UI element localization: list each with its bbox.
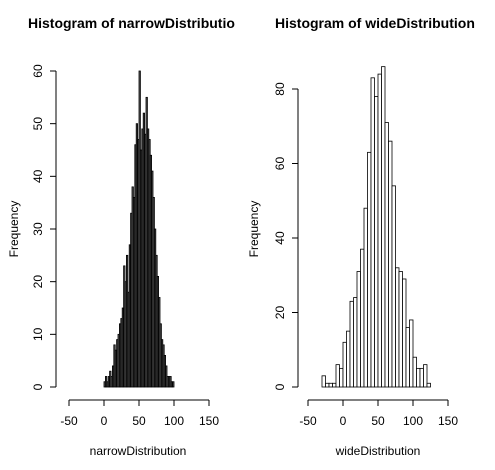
wide-y-axis-label: Frequency: [247, 201, 261, 258]
narrow-distribution-histogram: Histogram of narrowDistributio narrowDis…: [7, 15, 235, 458]
wide-x-tick-label: 50: [371, 414, 385, 428]
wide-x-axis-label: wideDistribution: [335, 444, 421, 458]
wide-x-tick-label: 150: [438, 414, 458, 428]
wide-histogram-bar: [391, 185, 396, 388]
wide-histogram-bar: [381, 66, 386, 388]
wide-histogram-bar: [402, 278, 407, 388]
wide-histogram-bar: [416, 367, 421, 388]
wide-x-tick-label: 0: [340, 414, 347, 428]
wide-histogram-bar: [377, 73, 382, 388]
wide-distribution-histogram: Histogram of wideDistribution wideDistri…: [247, 15, 475, 458]
wide-histogram-bar: [356, 271, 361, 388]
wide-histogram-bar: [370, 77, 375, 388]
narrow-x-tick-label: 0: [101, 414, 108, 428]
wide-y-tick-label: 20: [273, 306, 287, 320]
wide-x-tick-label: 100: [403, 414, 423, 428]
wide-histogram-bar: [388, 140, 393, 388]
wide-histogram-bar: [395, 267, 400, 388]
wide-histogram-bar: [412, 356, 417, 388]
wide-histogram-bar: [349, 300, 354, 388]
wide-histogram-bar: [342, 341, 347, 388]
wide-histogram-bar: [332, 382, 337, 388]
wide-histogram-bar: [398, 271, 403, 388]
narrow-y-tick-label: 40: [31, 169, 45, 183]
narrow-y-tick-label: 10: [31, 327, 45, 341]
wide-histogram-bar: [325, 382, 330, 388]
wide-histogram-bar: [321, 375, 326, 388]
wide-chart-title: Histogram of wideDistribution: [275, 15, 475, 31]
wide-histogram-bar: [419, 367, 424, 388]
wide-histogram-bar: [353, 297, 358, 388]
narrow-x-tick-label: -50: [60, 414, 78, 428]
wide-histogram-bar: [346, 330, 351, 388]
wide-histogram-bar: [374, 96, 379, 388]
wide-histogram-bar: [328, 382, 333, 388]
wide-histogram-bar: [384, 122, 389, 388]
narrow-chart-title: Histogram of narrowDistributio: [28, 15, 235, 31]
narrow-histogram-bar: [172, 381, 175, 388]
narrow-y-tick-label: 30: [31, 222, 45, 236]
narrow-y-tick-label: 50: [31, 117, 45, 131]
narrow-y-axis-label: Frequency: [7, 201, 21, 258]
wide-histogram-bar: [367, 151, 372, 388]
wide-y-tick-label: 0: [273, 383, 287, 390]
narrow-x-axis-label: narrowDistribution: [90, 444, 187, 458]
wide-histogram-bar: [423, 364, 428, 388]
wide-histogram-bar: [409, 319, 414, 388]
wide-histogram-bar: [426, 382, 431, 388]
wide-y-tick-label: 80: [273, 82, 287, 96]
wide-x-tick-label: -50: [299, 414, 317, 428]
wide-histogram-bar: [335, 364, 340, 388]
narrow-x-tick-label: 100: [164, 414, 184, 428]
wide-histogram-bar: [360, 248, 365, 388]
narrow-x-tick-label: 150: [199, 414, 219, 428]
wide-histogram-bar: [405, 326, 410, 388]
narrow-y-tick-label: 20: [31, 275, 45, 289]
wide-histogram-bar: [363, 207, 368, 388]
wide-histogram-bar: [339, 367, 344, 388]
narrow-y-tick-label: 0: [31, 383, 45, 390]
narrow-x-tick-label: 50: [132, 414, 146, 428]
wide-y-tick-label: 60: [273, 157, 287, 171]
narrow-y-tick-label: 60: [31, 64, 45, 78]
wide-y-tick-label: 40: [273, 231, 287, 245]
